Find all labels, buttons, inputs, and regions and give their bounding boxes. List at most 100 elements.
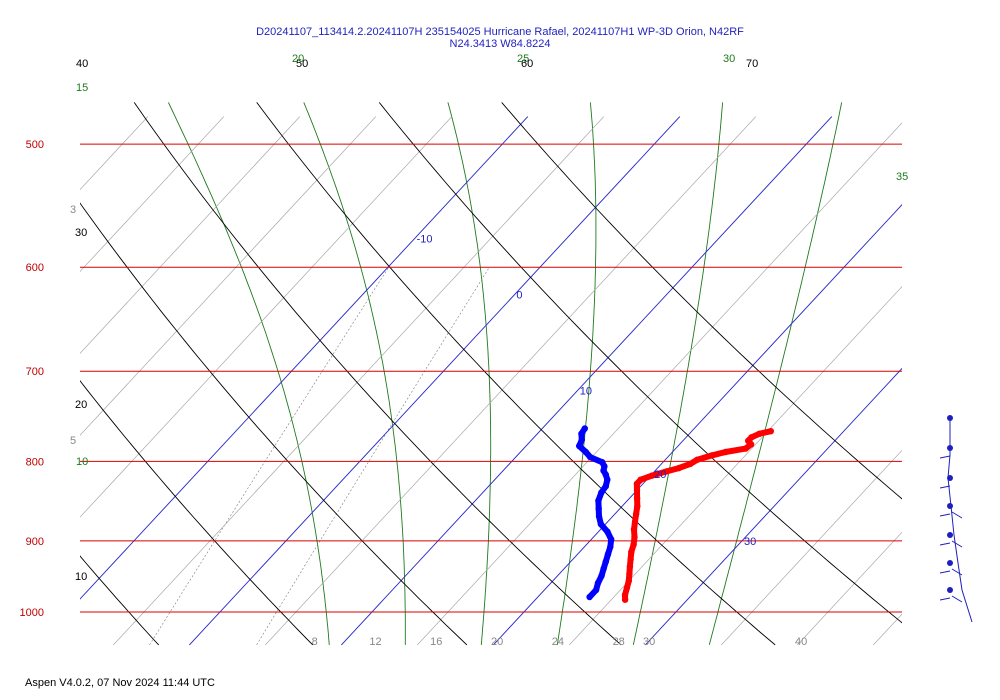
mixing-ratio-line [256,267,490,646]
temperature-tick-label: 16 [430,636,442,648]
dewpoint-point [587,453,594,461]
isotherm-label: 0 [516,290,522,302]
dewpoint-point [592,586,600,594]
wind-barb-point [947,560,953,566]
temperature-point [632,510,640,518]
temperature-point [633,495,641,502]
dry-adiabat-line [378,102,902,624]
chart-subtitle: N24.3413 W84.8224 [449,38,551,50]
temperature-point [623,584,631,592]
mixing-ratio-label: 3 [70,204,76,216]
moist-adiabat-label: 35 [896,171,908,183]
dewpoint-point [598,489,605,496]
pressure-tick-label: 600 [26,262,44,274]
isotherm-label: 30 [744,536,756,548]
dry-adiabat-label: 20 [75,399,87,411]
dewpoint-point [578,430,585,437]
moist-adiabat-line [303,102,406,645]
dewpoint-point [600,565,607,572]
dewpoint-point [604,551,612,558]
temperature-point [631,518,639,526]
wind-barb-flag [939,513,951,517]
wind-barb-point [947,503,953,509]
temperature-point [626,563,634,570]
wind-barb-point [947,475,953,481]
moist-adiabat-line [447,102,492,645]
temperature-point [628,548,635,556]
isotherm-line [0,117,72,645]
wind-barb-flag [951,568,963,576]
temperature-tick-label: 24 [552,636,564,648]
pressure-tick-label: 900 [26,536,44,548]
dry-adiabat-label: 50 [296,58,308,70]
wind-barb-point [947,532,953,538]
isotherm-line [417,122,902,646]
isotherm-label: -10 [417,233,433,245]
isotherm-line [949,117,1000,645]
dry-adiabat-line [501,102,902,500]
temperature-point [621,596,629,603]
wind-barb-point [947,415,953,421]
temperature-point [708,452,715,459]
dry-adiabat-line [80,555,160,646]
dewpoint-point [595,513,603,520]
isotherm-label: 10 [580,385,592,397]
temperature-tick-label: 30 [643,636,655,648]
temperature-point [625,577,632,585]
temperature-point [626,570,633,577]
wind-barb-flag [951,540,963,548]
temperature-tick-label: 20 [491,636,503,648]
dry-adiabat-label: 30 [75,227,87,239]
isotherm-line [721,449,902,646]
temperature-tick-label: 8 [312,636,318,648]
dewpoint-point [594,579,602,587]
isotherm-line [265,116,757,646]
isotherm-line [80,116,529,600]
wind-barb-flag [939,485,951,489]
isobars [80,143,902,613]
temperature-point [637,476,644,483]
dry-adiabat-label: 60 [521,58,533,70]
dewpoint-point [598,572,605,580]
isotherm-line [341,116,833,646]
dry-adiabat-label: 40 [76,58,88,70]
mixing-ratio-label: 5 [70,435,76,447]
moist-adiabat-line [167,102,330,645]
temperature-point [687,460,694,468]
footer-version: Aspen V4.0.2, 07 Nov 2024 11:44 UTC [25,677,215,689]
pressure-tick-label: 500 [26,139,44,151]
temperature-point [648,472,656,479]
isotherm-line [113,116,605,646]
dewpoint-point [581,425,588,432]
dewpoint-point [602,483,609,490]
isotherm-line [80,116,377,436]
wind-barbs [939,415,973,623]
temperature-point [627,556,634,563]
isotherms [0,116,1000,646]
dewpoint-point [597,521,605,528]
temperature-point [630,526,638,533]
dewpoint-point [602,471,609,478]
isotherm-line [797,531,902,646]
temperature-point [634,503,641,510]
dry-adiabat-label: 70 [746,58,758,70]
moist-adiabat-line [556,102,597,645]
temperature-point [633,487,641,494]
pressure-tick-label: 700 [26,366,44,378]
temperature-point [630,541,637,548]
moist-adiabat-line [708,102,843,646]
dry-adiabat-line [80,380,314,646]
temperature-point [742,445,749,452]
moist-adiabat-label: 30 [723,53,735,65]
dewpoint-point [576,442,583,450]
chart-title: D20241107_113414.2.20241107H 235154025 H… [256,26,744,38]
isotherm-line [569,286,902,646]
wind-barb-flag [951,595,963,603]
wind-barb-point [947,587,953,593]
isotherm-line [645,367,902,646]
wind-barb-flag [939,542,951,546]
moist-adiabat-label: 10 [76,456,88,468]
temperature-point [722,448,729,456]
